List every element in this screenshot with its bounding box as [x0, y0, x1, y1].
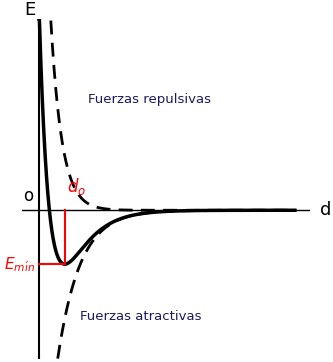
Text: d: d — [320, 201, 331, 219]
Text: $d_o$: $d_o$ — [67, 177, 86, 198]
Text: $E_{m\acute{\i}n}$: $E_{m\acute{\i}n}$ — [4, 255, 35, 274]
Text: E: E — [24, 1, 35, 19]
Text: Fuerzas repulsivas: Fuerzas repulsivas — [88, 93, 211, 106]
Text: Fuerzas atractivas: Fuerzas atractivas — [81, 310, 202, 323]
Text: o: o — [24, 186, 34, 205]
